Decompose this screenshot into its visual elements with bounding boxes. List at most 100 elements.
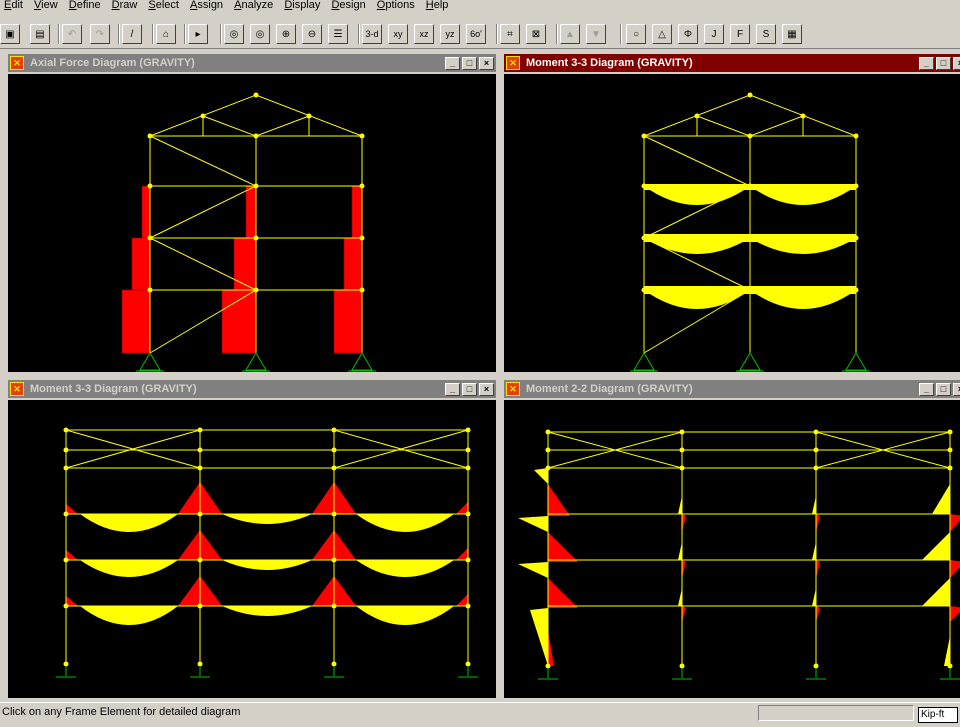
moment33-elevation-diagram [630,92,870,372]
menu-edit[interactable]: Edit [4,0,23,11]
toolbar-separator [556,24,558,44]
show-deformed-button[interactable]: Φ [678,24,698,44]
positive-moment-fills [80,514,454,625]
view-xz-button[interactable]: xz [414,24,434,44]
refresh-button[interactable]: / [122,24,142,44]
frame-members [65,429,469,665]
lock-button[interactable]: ⌂ [156,24,176,44]
close-button[interactable]: × [479,382,494,396]
moment33-bottom-canvas[interactable] [8,400,496,698]
redo-button[interactable]: ↷ [90,24,110,44]
rubber-band-zoom-button[interactable]: ◎ [224,24,244,44]
moment33-top-titlebar[interactable]: ✕ Moment 3-3 Diagram (GRAVITY) _ □ × [504,54,960,72]
fixed-supports [56,666,478,678]
view-3d-button[interactable]: 3-d [362,24,382,44]
sap-window-icon: ✕ [10,56,24,70]
frame-members [547,431,951,666]
minimize-button[interactable]: _ [445,382,460,396]
menu-design[interactable]: Design [331,0,366,11]
menu-select[interactable]: Select [148,0,179,11]
maximize-button[interactable]: □ [936,56,951,70]
moment22-canvas[interactable] [504,400,960,698]
moment33-window-top[interactable]: ✕ Moment 3-3 Diagram (GRAVITY) _ □ × [502,52,960,374]
restore-view-button[interactable]: ◎ [250,24,270,44]
zoom-in-button[interactable]: ⊕ [276,24,296,44]
joints [641,92,859,293]
menu-bar: Edit View Define Draw Select Assign Anal… [0,0,960,16]
minimize-button[interactable]: _ [919,382,934,396]
moment33-window-bottom[interactable]: ✕ Moment 3-3 Diagram (GRAVITY) _ □ × [6,378,498,700]
pinned-supports [136,352,376,372]
menu-view[interactable]: View [34,0,58,11]
joints [63,427,471,667]
toolbar-separator [184,24,186,44]
save-button[interactable]: ▤ [30,24,50,44]
sap-window-icon: ✕ [506,56,520,70]
axial-force-diagram [121,92,376,372]
show-loads-button[interactable]: △ [652,24,672,44]
status-pane [758,705,914,721]
moment22-diagram [518,429,960,680]
toolbar-separator [118,24,120,44]
show-shell-stresses-button[interactable]: S [756,24,776,44]
status-bar: Click on any Frame Element for detailed … [0,702,960,727]
close-button[interactable]: × [953,382,960,396]
window-title: Moment 3-3 Diagram (GRAVITY) [30,383,197,395]
moment22-titlebar[interactable]: ✕ Moment 2-2 Diagram (GRAVITY) _ □ × [504,380,960,398]
toolbar-separator [58,24,60,44]
main-toolbar: ▣ ▤ ↶ ↷ / ⌂ ▸ ◎ ◎ ⊕ ⊖ ☰ 3-d xy xz yz 6o' ⌗ ⊠ ▲ ▼ ○ △ Φ J F S ▦ [0,18,960,49]
joints [147,92,365,293]
column-moment-fills [518,468,960,666]
move-down-button[interactable]: ▼ [586,24,606,44]
menu-analyze[interactable]: Analyze [234,0,274,11]
moment33-top-canvas[interactable] [504,74,960,372]
show-undeformed-button[interactable]: ○ [626,24,646,44]
fixed-supports [538,668,960,680]
close-button[interactable]: × [479,56,494,70]
perspective-button[interactable]: 6o' [466,24,486,44]
run-analysis-button[interactable]: ▸ [188,24,208,44]
toolbar-separator [496,24,498,44]
minimize-button[interactable]: _ [919,56,934,70]
axial-force-window[interactable]: ✕ Axial Force Diagram (GRAVITY) _ □ × [6,52,498,374]
zoom-out-button[interactable]: ⊖ [302,24,322,44]
maximize-button[interactable]: □ [462,382,477,396]
negative-moment-fills [66,482,468,606]
show-tables-button[interactable]: ▦ [782,24,802,44]
close-button[interactable]: × [953,56,960,70]
joints [545,429,953,669]
menu-draw[interactable]: Draw [111,0,138,11]
new-model-button[interactable]: ▣ [0,24,20,44]
status-message: Click on any Frame Element for detailed … [2,706,241,718]
maximize-button[interactable]: □ [462,56,477,70]
window-title: Moment 2-2 Diagram (GRAVITY) [526,383,693,395]
moment22-window[interactable]: ✕ Moment 2-2 Diagram (GRAVITY) _ □ × [502,378,960,700]
view-xy-button[interactable]: xy [388,24,408,44]
units-dropdown[interactable]: Kip-ft [918,707,958,723]
set-elements-button[interactable]: ⊠ [526,24,546,44]
window-title: Axial Force Diagram (GRAVITY) [30,57,195,69]
moment33-bottom-titlebar[interactable]: ✕ Moment 3-3 Diagram (GRAVITY) _ □ × [8,380,496,398]
axial-force-titlebar[interactable]: ✕ Axial Force Diagram (GRAVITY) _ □ × [8,54,496,72]
move-up-button[interactable]: ▲ [560,24,580,44]
view-yz-button[interactable]: yz [440,24,460,44]
menu-help[interactable]: Help [425,0,449,11]
toolbar-separator [152,24,154,44]
sap-window-icon: ✕ [10,382,24,396]
toolbar-separator [358,24,360,44]
window-title: Moment 3-3 Diagram (GRAVITY) [526,57,693,69]
undo-button[interactable]: ↶ [62,24,82,44]
menu-options[interactable]: Options [376,0,415,11]
menu-display[interactable]: Display [284,0,321,11]
toolbar-separator [620,24,622,44]
show-joint-button[interactable]: J [704,24,724,44]
pan-button[interactable]: ☰ [328,24,348,44]
axial-force-bars [121,185,363,354]
maximize-button[interactable]: □ [936,382,951,396]
object-shrink-button[interactable]: ⌗ [500,24,520,44]
menu-define[interactable]: Define [68,0,101,11]
axial-force-canvas[interactable] [8,74,496,372]
show-frame-forces-button[interactable]: F [730,24,750,44]
minimize-button[interactable]: _ [445,56,460,70]
menu-assign[interactable]: Assign [190,0,224,11]
